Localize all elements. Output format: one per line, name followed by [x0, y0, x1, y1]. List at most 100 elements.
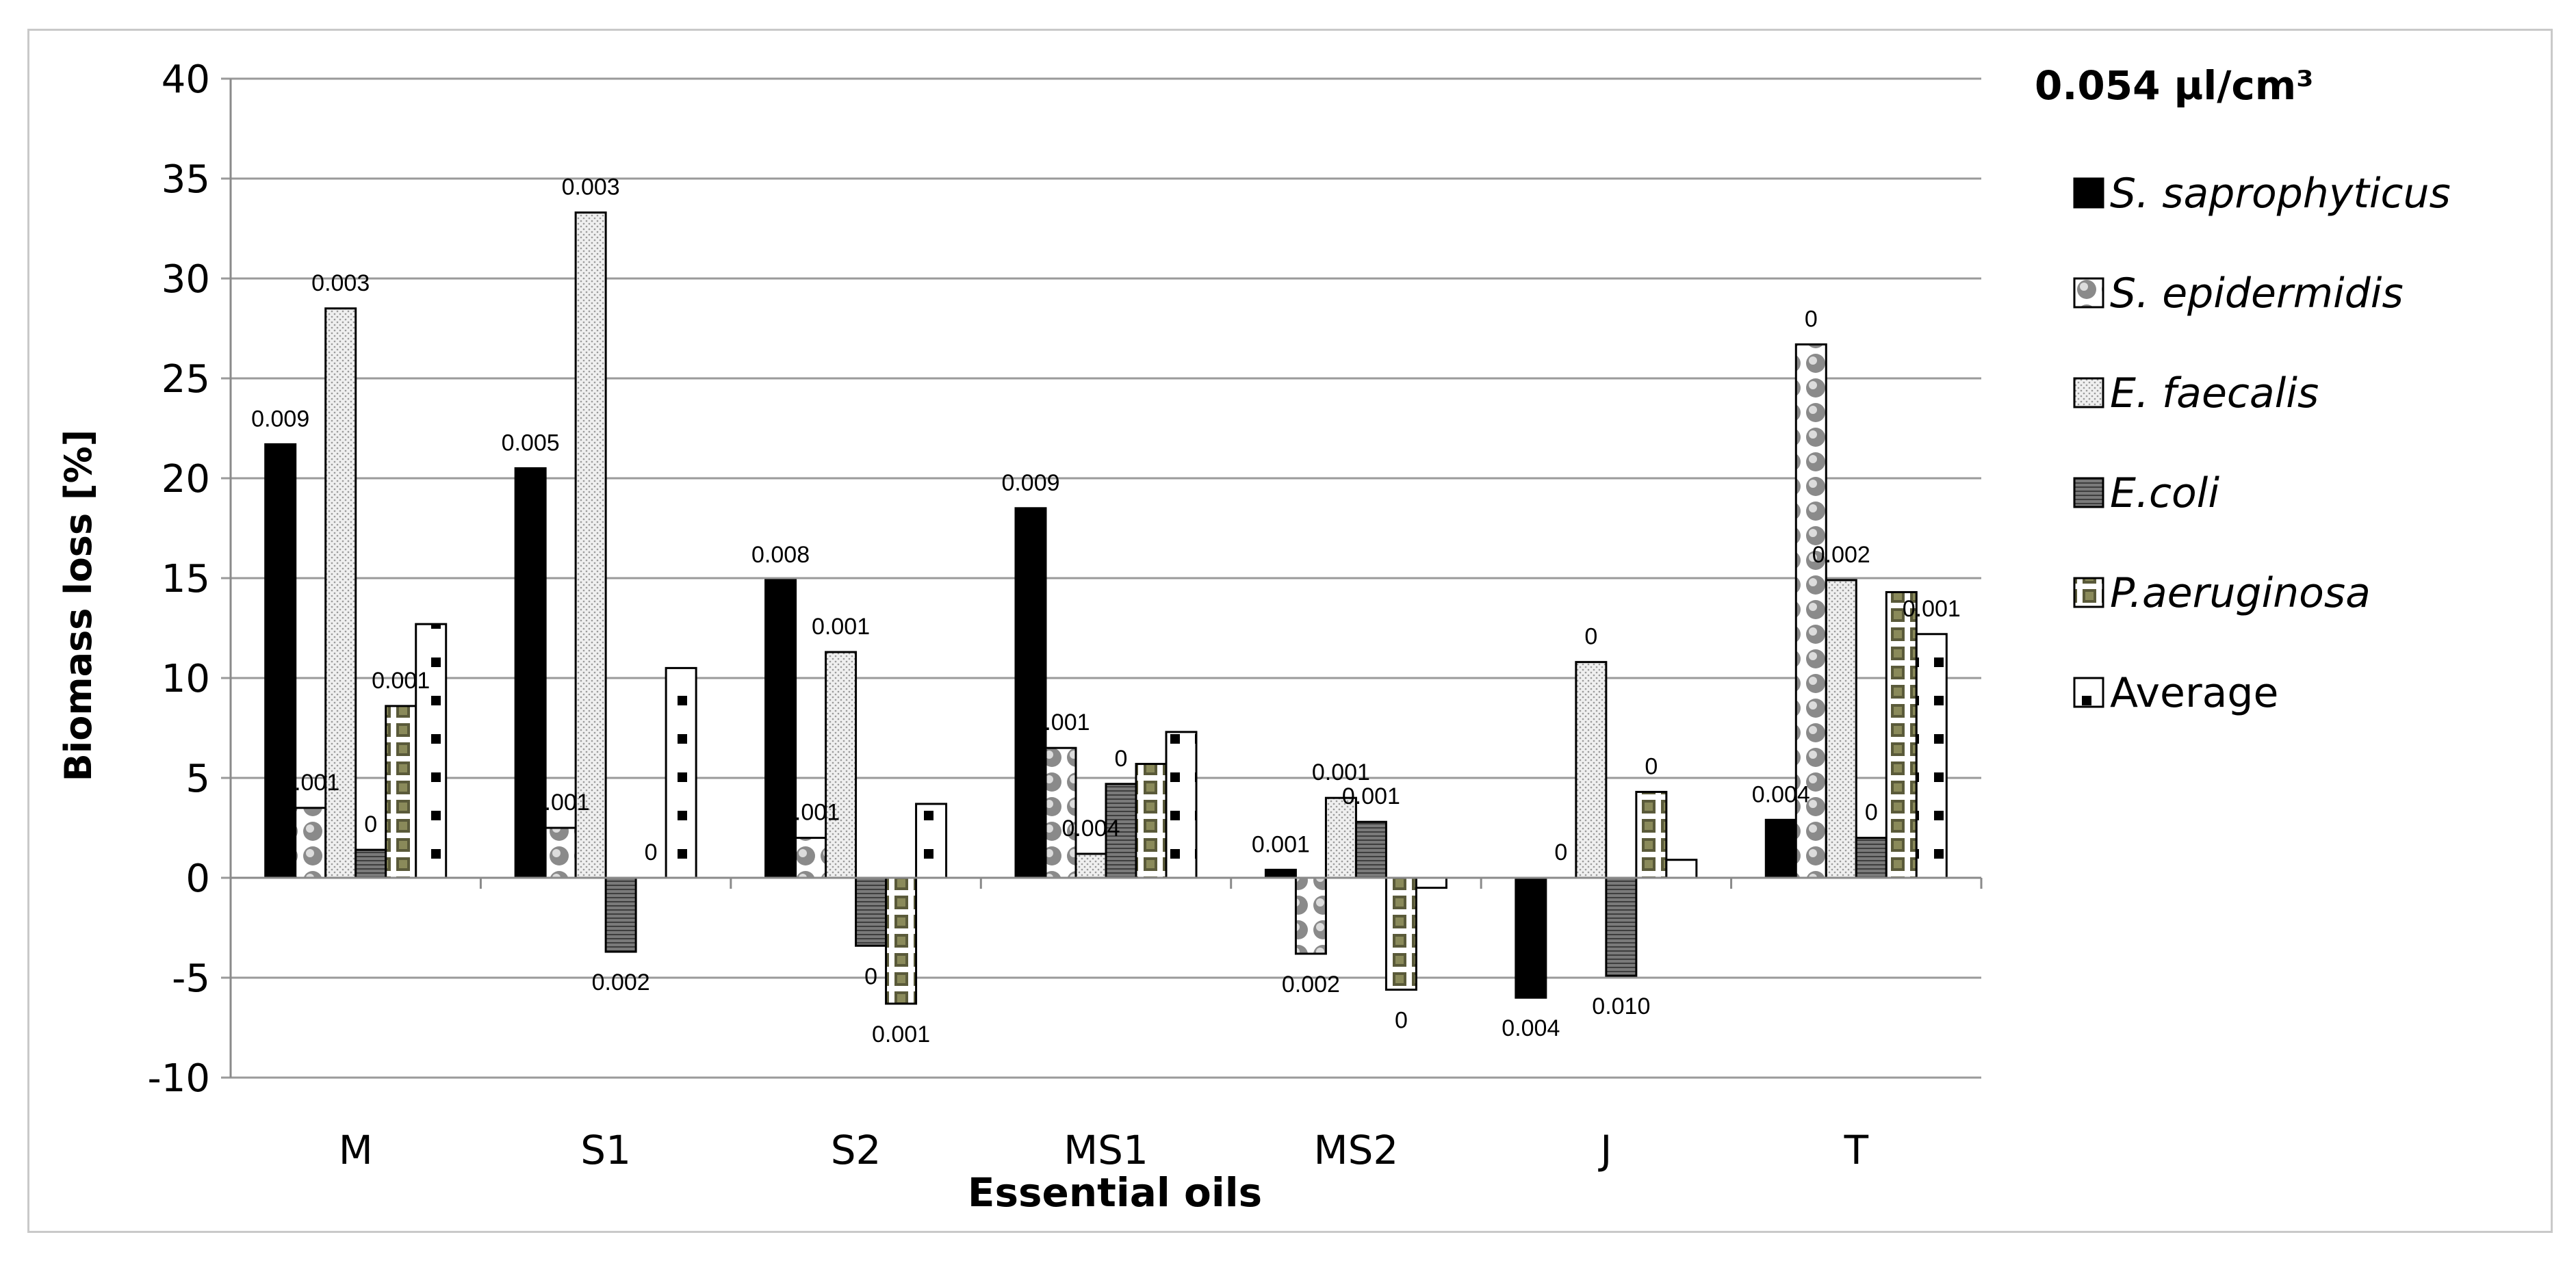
bar	[294, 807, 327, 879]
legend-entry: S. epidermidis	[2110, 270, 2404, 317]
data-label: 0.001	[872, 1021, 930, 1047]
bar	[1384, 876, 1417, 991]
data-label: 0.002	[1282, 972, 1340, 998]
data-label: 0	[364, 811, 377, 837]
data-label: 0	[1865, 800, 1878, 826]
legend-entry: P.aeruginosa	[2110, 569, 2371, 617]
legend-swatch	[2073, 277, 2104, 309]
legend: 0.054 µl/cm³ S. saprophyticus S. epidermid…	[2035, 62, 2451, 717]
bar	[855, 876, 888, 947]
y-tick-label: 40	[162, 57, 210, 102]
bar	[1105, 783, 1137, 879]
bar	[1665, 859, 1698, 879]
data-label: 0.001	[1342, 783, 1400, 809]
category-label: S2	[831, 1127, 881, 1173]
bar	[385, 705, 417, 879]
category-label: S1	[580, 1127, 631, 1173]
data-label: 0.001	[1903, 596, 1961, 622]
data-label: 0.004	[1752, 781, 1810, 807]
legend-title: 0.054 µl/cm³	[2035, 62, 2314, 109]
legend-swatch	[2073, 177, 2104, 209]
data-label: 0.001	[372, 668, 430, 694]
data-label: 0	[645, 839, 658, 865]
legend-swatch	[2073, 477, 2104, 508]
bar	[665, 666, 697, 879]
category-label: T	[1844, 1127, 1869, 1173]
y-tick-label: 35	[162, 157, 210, 202]
bar	[514, 467, 547, 879]
bar	[795, 837, 827, 879]
data-label: 0.009	[1001, 470, 1059, 496]
legend-entry: E.coli	[2110, 469, 2219, 517]
data-label: 0.005	[502, 430, 560, 456]
bar	[1165, 731, 1198, 879]
data-label: 0.003	[311, 270, 370, 296]
chart-frame: 0.009 0.001 0.003 0 0.001 0.005 0.001 0.003 0.00…	[27, 29, 2553, 1233]
data-label: 0.001	[281, 770, 339, 796]
bar	[1825, 579, 1857, 879]
bar	[885, 876, 918, 1005]
y-tick-label: 30	[162, 257, 210, 302]
data-label: 0.004	[1061, 816, 1120, 842]
bar	[355, 848, 387, 879]
bar	[604, 876, 637, 953]
data-label: 0.003	[562, 174, 620, 200]
y-tick-label: 5	[185, 757, 210, 801]
bar	[1044, 746, 1077, 879]
bar	[544, 826, 577, 879]
gridlines	[231, 77, 1981, 1079]
legend-entry: E. faecalis	[2110, 369, 2319, 417]
bar	[1074, 852, 1107, 879]
data-label: 0	[864, 963, 877, 989]
category-label: M	[339, 1127, 373, 1173]
bar	[915, 803, 948, 879]
bar	[1915, 633, 1948, 879]
category-label: MS2	[1314, 1127, 1399, 1173]
data-label: 0	[1115, 746, 1128, 772]
y-tick-label: 15	[162, 557, 210, 601]
data-label: 0	[1805, 306, 1818, 332]
bar	[1294, 876, 1327, 955]
bar	[324, 307, 357, 879]
y-tick-label: -5	[172, 956, 210, 1001]
chart-svg: 0.009 0.001 0.003 0 0.001 0.005 0.001 0.003 0.00…	[57, 57, 2451, 1216]
data-label: 0.004	[1502, 1015, 1560, 1041]
x-axis-title: Essential oils	[968, 1169, 1262, 1216]
legend-entry: S. saprophyticus	[2110, 170, 2451, 218]
bar	[1515, 876, 1547, 999]
bar	[1415, 876, 1447, 889]
bar	[1885, 590, 1918, 879]
data-labels: 0.009 0.001 0.003 0 0.001 0.005 0.001 0.003 0.00…	[251, 174, 1961, 1047]
data-label: 0.008	[751, 542, 810, 568]
data-label: 0.001	[782, 800, 840, 826]
bar	[1605, 876, 1638, 977]
bar	[825, 651, 858, 879]
data-label: 0.001	[1031, 709, 1090, 735]
y-tick-label: -10	[148, 1056, 210, 1101]
bar	[264, 443, 297, 879]
data-label: 0.009	[251, 406, 309, 432]
legend-swatch	[2073, 577, 2104, 608]
bar	[1135, 763, 1168, 879]
bar	[1354, 820, 1387, 879]
data-label: 0	[1554, 839, 1567, 865]
legend-swatch	[2073, 677, 2104, 708]
y-tick-label: 10	[162, 657, 210, 701]
data-label: 0	[1645, 753, 1658, 779]
data-label: 0.002	[1812, 542, 1870, 568]
y-tick-label: 0	[185, 857, 210, 901]
data-label: 0.001	[812, 614, 870, 640]
data-label: 0.001	[1252, 831, 1310, 857]
data-label: 0.001	[532, 790, 590, 816]
bar	[415, 623, 448, 879]
bar	[1014, 507, 1047, 879]
bar	[764, 579, 797, 879]
data-label: 0.010	[1592, 993, 1650, 1019]
bar	[1764, 818, 1797, 879]
data-label: 0	[1584, 624, 1597, 650]
category-label: MS1	[1064, 1127, 1148, 1173]
legend-swatch	[2073, 377, 2104, 408]
y-tick-label: 20	[162, 457, 210, 502]
bar	[574, 211, 607, 879]
